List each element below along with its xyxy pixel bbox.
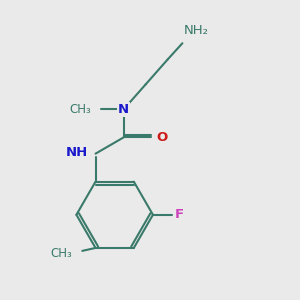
Text: CH₃: CH₃ xyxy=(50,247,72,260)
Text: F: F xyxy=(175,208,184,221)
Text: N: N xyxy=(118,103,129,116)
Text: CH₃: CH₃ xyxy=(69,103,91,116)
Text: NH₂: NH₂ xyxy=(184,24,209,38)
Text: O: O xyxy=(156,131,167,144)
Text: NH: NH xyxy=(66,146,88,159)
